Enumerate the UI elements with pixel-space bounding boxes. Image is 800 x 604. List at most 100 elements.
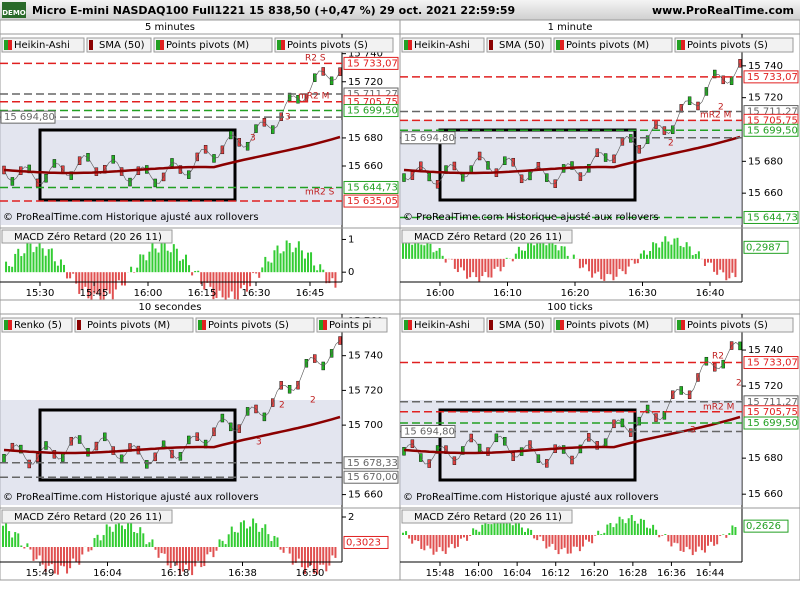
macd-bar	[664, 534, 666, 535]
macd-bar	[270, 541, 272, 547]
macd-bar	[567, 256, 569, 259]
indicator-icon	[556, 320, 560, 330]
macd-bar	[270, 263, 272, 273]
annotation: 2	[279, 401, 285, 411]
macd-bar	[707, 535, 709, 546]
indicator-name: Points pivots (M)	[566, 40, 649, 51]
macd-bar	[301, 547, 303, 567]
site[interactable]: www.ProRealTime.com	[652, 4, 794, 17]
macd-bar	[728, 259, 730, 278]
macd-bar	[179, 261, 181, 272]
time-label: 16:00	[134, 288, 163, 299]
macd-bar	[707, 259, 709, 263]
macd-bar	[151, 539, 153, 547]
macd-bar	[637, 259, 639, 263]
macd-bar	[609, 523, 611, 535]
macd-bar	[249, 272, 251, 286]
macd-bar	[731, 259, 733, 273]
macd-bar	[29, 547, 31, 550]
macd-bar	[686, 242, 688, 259]
macd-bar	[564, 246, 566, 258]
indicator-icon	[560, 320, 564, 330]
macd-bar	[69, 272, 71, 278]
level-label: 15 733,07	[747, 358, 798, 369]
macd-bar	[640, 254, 642, 259]
macd-bar	[719, 259, 721, 270]
macd-bar	[536, 535, 538, 540]
macd-bar	[545, 535, 547, 548]
macd-bar	[689, 246, 691, 258]
macd-bar	[243, 272, 245, 285]
annotation: 2	[310, 396, 316, 406]
macd-bar	[264, 257, 266, 272]
indicator-icon	[408, 40, 412, 50]
macd-bar	[628, 259, 630, 267]
macd-bar	[331, 272, 333, 278]
macd-bar	[280, 547, 282, 550]
macd-bar	[45, 256, 47, 272]
macd-bar	[594, 259, 596, 274]
macd-bar	[109, 527, 111, 547]
macd-bar	[103, 535, 105, 547]
macd-bar	[170, 547, 172, 568]
macd-bar	[81, 547, 83, 554]
macd-bar	[84, 272, 86, 287]
macd-bar	[185, 255, 187, 273]
y-tick-label: 15 720	[348, 385, 383, 396]
macd-bar	[585, 259, 587, 264]
time-label: 16:12	[541, 568, 570, 579]
macd-bar	[298, 547, 300, 559]
macd-bar	[63, 265, 65, 272]
macd-bar	[616, 259, 618, 277]
macd-bar	[643, 520, 645, 535]
indicator-name: Points pivots (S)	[287, 40, 368, 51]
macd-bar	[133, 532, 135, 547]
macd-bar	[460, 535, 462, 539]
macd-bar	[634, 259, 636, 264]
macd-bar	[600, 534, 602, 535]
panel-title: 100 ticks	[547, 302, 592, 313]
indicator-icon	[560, 40, 564, 50]
macd-bar	[539, 535, 541, 537]
macd-bar	[408, 242, 410, 259]
macd-bar	[655, 530, 657, 535]
macd-bar	[500, 522, 502, 535]
macd-bar	[5, 262, 7, 273]
macd-bar	[698, 535, 700, 547]
indicator-icon	[323, 320, 327, 330]
annotation: 3	[285, 113, 291, 123]
macd-bar	[112, 272, 114, 299]
macd-bar	[48, 249, 50, 272]
macd-bar	[625, 523, 627, 535]
macd-bar	[264, 524, 266, 547]
macd-bar	[548, 242, 550, 259]
macd-bar	[176, 547, 178, 565]
macd-bar	[87, 547, 89, 552]
macd-bar	[722, 259, 724, 272]
macd-bar	[628, 518, 630, 535]
macd-bar	[334, 547, 336, 558]
macd-bar	[283, 547, 285, 553]
macd-bar	[670, 245, 672, 259]
macd-bar	[524, 251, 526, 259]
macd-bar	[148, 252, 150, 273]
macd-bar	[713, 259, 715, 272]
macd-bar	[313, 265, 315, 272]
time-label: 16:40	[696, 288, 725, 299]
indicator-icon	[4, 320, 8, 330]
macd-bar	[57, 266, 59, 273]
time-label: 16:38	[228, 568, 257, 579]
macd-bar	[14, 532, 16, 547]
indicator-name: Points pivots (M)	[166, 40, 249, 51]
macd-bar	[225, 544, 227, 547]
level-label: 15 699,50	[747, 125, 798, 136]
macd-bar	[616, 523, 618, 535]
macd-bar	[460, 259, 462, 267]
macd-bar	[11, 537, 13, 547]
macd-bar	[106, 524, 108, 547]
macd-bar	[530, 530, 532, 535]
macd-bar	[524, 532, 526, 535]
macd-bar	[680, 535, 682, 551]
macd-bar	[695, 535, 697, 552]
